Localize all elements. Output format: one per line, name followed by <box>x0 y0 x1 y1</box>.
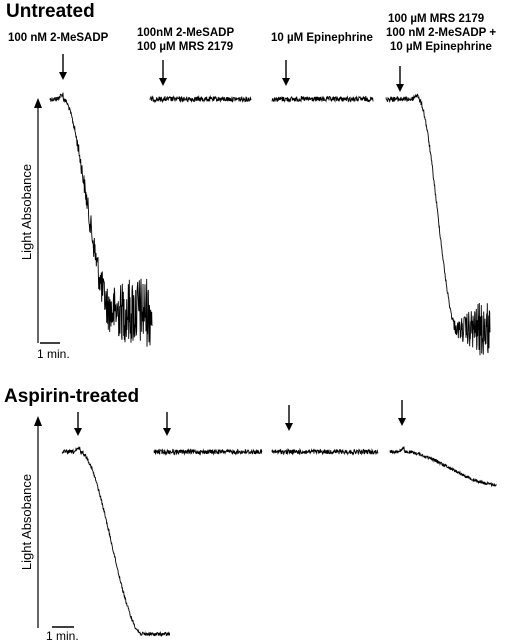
addition-arrow-5 <box>74 412 82 436</box>
panel-title-aspirin: Aspirin-treated <box>4 386 139 407</box>
y-axis-arrow-aspirin <box>34 416 42 628</box>
trace-untreated-epinephrine <box>271 95 374 103</box>
scale-bar-label-aspirin: 1 min. <box>46 629 79 643</box>
addition-arrow-6 <box>163 412 171 436</box>
trace-label-combo-line2: 100 nM 2-MeSADP + <box>386 27 496 39</box>
trace-untreated-2mesadp-mrs2179 <box>149 94 252 104</box>
panel-untreated: Untreated 100 nM 2-MeSADP 100nM 2-MeSADP… <box>6 1 496 361</box>
trace-aspirin-epinephrine <box>271 447 379 456</box>
y-axis-label-aspirin: Light Absobance <box>19 474 34 570</box>
panel-aspirin-treated: Aspirin-treated Light Absobance 1 min. <box>4 386 497 643</box>
trace-label-epinephrine: 10 µM Epinephrine <box>271 32 373 44</box>
trace-label-2mesadp: 100 nM 2-MeSADP <box>8 32 109 44</box>
trace-aspirin-2mesadp <box>61 446 171 637</box>
trace-label-2mesadp-mrs-line2: 100 µM MRS 2179 <box>137 41 233 53</box>
panel-title-untreated: Untreated <box>6 1 95 22</box>
trace-aspirin-mrs2179-2mesadp-epinephrine <box>389 446 497 488</box>
addition-arrow-2 <box>159 60 167 86</box>
addition-arrow-1 <box>59 54 67 80</box>
addition-arrow-7 <box>285 405 293 431</box>
trace-label-2mesadp-mrs-line1: 100nM 2-MeSADP <box>137 27 234 39</box>
trace-untreated-mrs2179-2mesadp-epinephrine <box>385 93 491 356</box>
addition-arrow-4 <box>396 66 404 92</box>
addition-arrow-8 <box>398 400 406 426</box>
trace-label-combo-line1: 100 µM MRS 2179 <box>388 13 484 25</box>
addition-arrow-3 <box>282 60 290 86</box>
y-axis-label-untreated: Light Absobance <box>19 164 34 260</box>
trace-untreated-2mesadp <box>49 92 153 347</box>
scale-bar-label-untreated: 1 min. <box>37 347 70 361</box>
trace-label-combo-line3: 10 µM Epinephrine <box>390 41 492 53</box>
y-axis-arrow-untreated <box>34 98 42 343</box>
trace-aspirin-2mesadp-mrs2179 <box>153 448 263 456</box>
